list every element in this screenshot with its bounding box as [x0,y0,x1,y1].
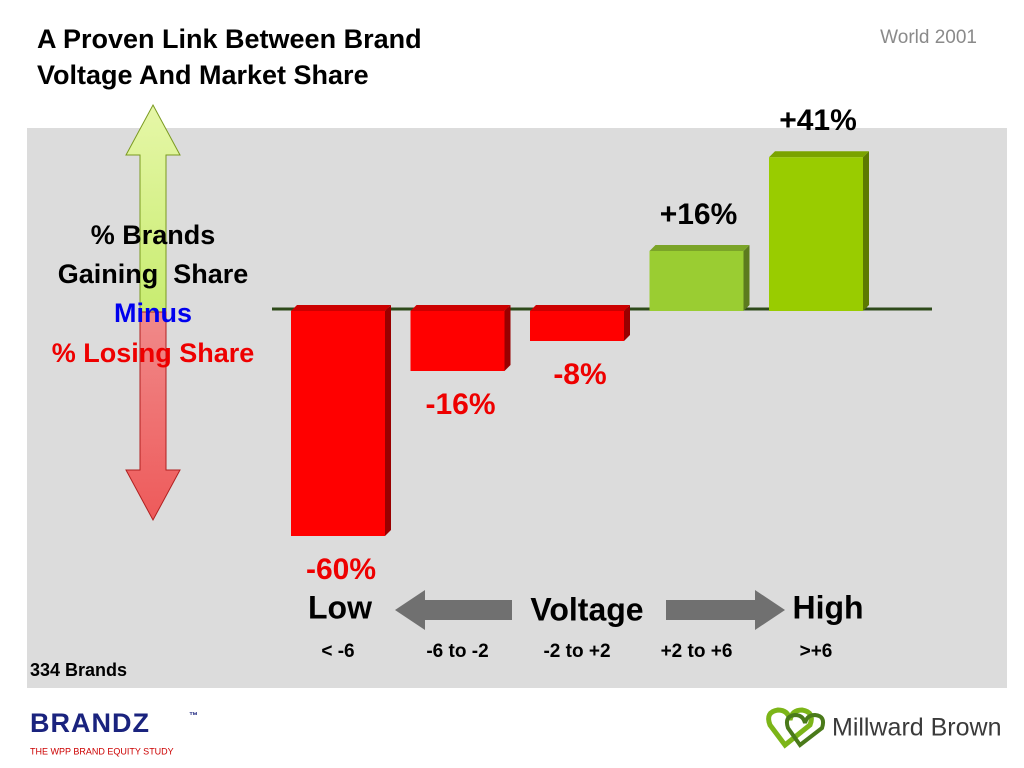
x-axis-title: Voltage [530,591,643,627]
bar [530,311,624,341]
bar [291,311,385,536]
bar [410,311,505,371]
x-tick-label: -2 to +2 [543,641,610,662]
bar [769,157,863,311]
bar-top [530,305,630,311]
bar-top [649,245,750,251]
y-axis-label: % Brands [91,220,216,250]
bar [649,251,744,311]
company-logo-icon [766,707,826,749]
brand-logo: BRANDZ [30,708,150,738]
x-tick-label: < -6 [321,641,354,662]
value-label: +16% [660,198,738,231]
right-arrow [666,590,785,630]
value-label: -60% [306,553,376,586]
y-axis-label: Minus [114,298,192,328]
bar-side [624,305,630,341]
bar-side [385,305,391,536]
x-axis-low: Low [308,589,372,625]
x-tick-label: +2 to +6 [661,641,733,662]
down-arrow [125,311,181,522]
y-axis-label: Gaining Share [58,259,249,289]
x-tick-label: >+6 [800,641,833,662]
y-axis-label: % Losing Share [52,338,255,368]
x-axis-high: High [792,589,863,625]
bar-top [769,151,869,158]
tagline: THE WPP BRAND EQUITY STUDY [30,746,174,756]
value-label: +41% [779,104,857,137]
bar-side [743,245,750,311]
trademark: ™ [189,710,198,720]
chart-title: Voltage And Market Share [37,60,369,90]
value-label: -16% [425,388,495,421]
subtitle: World 2001 [880,27,977,48]
note: 334 Brands [30,660,127,680]
company-logo: Millward Brown [832,714,1001,742]
bar-top [291,305,391,311]
x-tick-label: -6 to -2 [426,641,488,662]
left-arrow [395,590,512,630]
bar-top [410,305,511,311]
value-label: -8% [553,358,606,391]
chart-title: A Proven Link Between Brand [37,24,422,54]
bar-side [504,305,511,371]
bar-side [863,151,869,311]
